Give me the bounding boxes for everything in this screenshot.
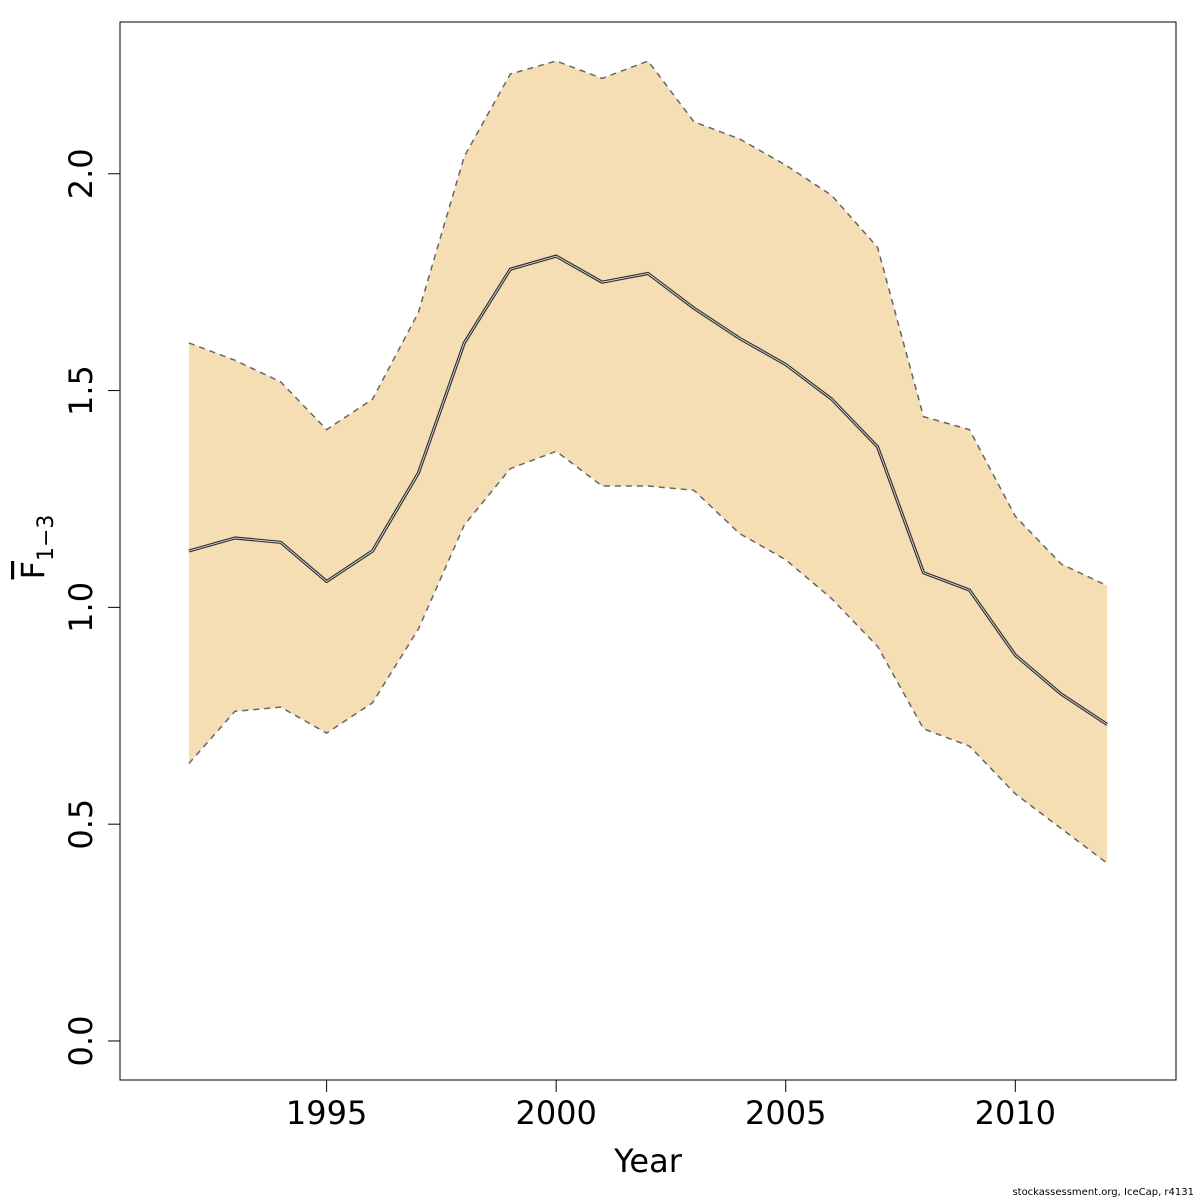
x-axis: 1995 2000 2005 2010 xyxy=(286,1079,1056,1132)
y-axis-title-subscript: 1−3 xyxy=(34,515,59,561)
y-tick-label: 1.5 xyxy=(62,365,100,416)
y-axis-title: F1−3 xyxy=(14,515,59,580)
y-tick-label: 0.5 xyxy=(62,799,100,850)
y-tick-label: 1.0 xyxy=(62,582,100,633)
svg-text:F1−3: F1−3 xyxy=(14,515,59,580)
y-axis-title-main: F xyxy=(14,561,52,579)
credit-text: stockassessment.org, IceCap, r4131 xyxy=(1012,1187,1194,1198)
lower-bound-line xyxy=(188,450,1108,864)
x-tick-label: 2005 xyxy=(745,1094,826,1132)
estimate-series xyxy=(188,254,1108,726)
confidence-band-area xyxy=(188,61,1108,864)
x-tick-label: 2000 xyxy=(515,1094,596,1132)
x-tick-label: 1995 xyxy=(286,1094,367,1132)
y-tick-label: 2.0 xyxy=(62,148,100,199)
estimate-line-highlight xyxy=(188,255,1108,725)
x-tick-label: 2010 xyxy=(975,1094,1056,1132)
y-axis: 0.0 0.5 1.0 1.5 2.0 xyxy=(62,148,121,1067)
x-axis-title: Year xyxy=(613,1142,683,1180)
confidence-band xyxy=(188,61,1108,864)
y-tick-label: 0.0 xyxy=(62,1016,100,1067)
confidence-bounds xyxy=(188,60,1108,864)
